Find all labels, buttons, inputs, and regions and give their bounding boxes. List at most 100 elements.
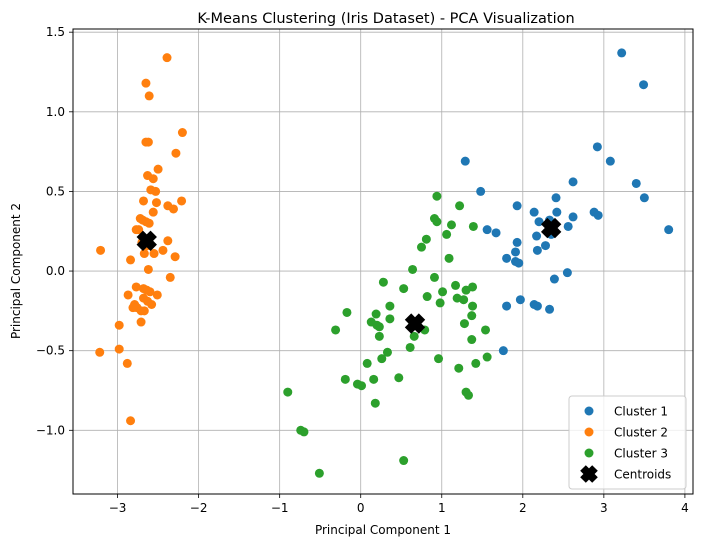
y-tick-label: 0.5 [46, 184, 65, 198]
cluster-3-point [464, 390, 474, 400]
centroid-marker [404, 313, 426, 334]
cluster-1-point [532, 301, 542, 311]
cluster-3-point [435, 298, 445, 308]
legend-label: Cluster 2 [614, 426, 668, 440]
x-tick-label: 3 [600, 501, 608, 515]
cluster-3-point [405, 342, 415, 352]
cluster-1-point [515, 295, 525, 305]
cluster-3-point [481, 325, 491, 335]
cluster-1-point [593, 210, 603, 220]
cluster-2-point [114, 344, 124, 354]
x-axis: −3 −2 −1 0 1 2 3 4 [109, 494, 689, 515]
cluster-2-point [122, 358, 132, 368]
cluster-1-point [551, 193, 561, 203]
y-axis-title: Principal Component 2 [9, 203, 23, 339]
cluster-1-point [639, 80, 649, 90]
centroid-marker [136, 230, 157, 251]
legend-label: Centroids [614, 468, 671, 482]
cluster-3-point [340, 374, 350, 384]
cluster-2-point [151, 198, 161, 208]
cluster-1-point [568, 177, 578, 187]
centroid-markers [136, 217, 562, 334]
cluster-3-point [467, 335, 477, 345]
legend-box [568, 395, 687, 490]
x-tick-label: 1 [438, 501, 446, 515]
cluster-3-point [434, 354, 444, 364]
cluster-2-point [153, 164, 163, 174]
cluster-1-point [491, 228, 501, 238]
cluster-1-point [532, 231, 542, 241]
cluster-2-point [96, 245, 106, 255]
cluster-2-point [139, 196, 149, 206]
cluster-3-point [371, 309, 381, 319]
cluster-3-point [409, 331, 419, 341]
cluster-2-point [177, 128, 187, 138]
cluster-3-point [451, 280, 461, 290]
cluster-2-point [151, 186, 161, 196]
cluster-2-point [128, 303, 138, 313]
cluster-1-point [562, 268, 572, 278]
cluster-1-point [631, 178, 641, 188]
cluster-1-point [592, 142, 602, 152]
cluster-1-point [568, 212, 578, 222]
cluster-2-point [114, 320, 124, 330]
cluster-3-point [438, 287, 448, 297]
cluster-3-point [459, 319, 469, 329]
cluster-2-point [136, 317, 146, 327]
x-axis-title: Principal Component 1 [315, 523, 451, 537]
x-tick-label: 0 [357, 501, 365, 515]
y-tick-label: 0.0 [46, 264, 65, 278]
cluster-3-point [468, 301, 478, 311]
cluster-1-point [502, 301, 512, 311]
cluster-3-point [455, 201, 465, 211]
y-tick-label: −0.5 [36, 344, 65, 358]
cluster-3-point [459, 295, 469, 305]
cluster-3-point [342, 307, 352, 317]
cluster-3-point [468, 221, 478, 231]
legend-marker [584, 448, 594, 458]
x-tick-label: 4 [681, 501, 689, 515]
cluster-3-point [369, 374, 379, 384]
cluster-3-point [283, 387, 293, 397]
cluster-3-point [429, 272, 439, 282]
cluster-3-point [374, 331, 384, 341]
cluster-1-point [482, 225, 492, 235]
cluster-1-point [514, 258, 524, 268]
legend-marker [584, 406, 594, 416]
x-tick-label: 2 [519, 501, 527, 515]
chart-title: K-Means Clustering (Iris Dataset) - PCA … [197, 11, 574, 27]
cluster-3-point [385, 314, 395, 324]
cluster-3-point [394, 373, 404, 383]
plot-frame [72, 28, 694, 495]
cluster-2-point [163, 236, 173, 246]
cluster-2-point [147, 299, 157, 309]
cluster-1-point [549, 274, 559, 284]
cluster-1-point [540, 241, 550, 251]
cluster-3-point [357, 381, 367, 391]
cluster-3-point [432, 191, 442, 201]
cluster-2-point [170, 252, 180, 262]
cluster-2-point [144, 91, 154, 101]
cluster-2-point [143, 264, 153, 274]
legend-marker [584, 427, 594, 437]
cluster-1-point [545, 304, 555, 314]
legend-marker [580, 465, 598, 483]
cluster-2-point [131, 282, 141, 292]
cluster-2-point [134, 225, 144, 235]
cluster-2-point [126, 255, 136, 265]
cluster-3-point [454, 363, 464, 373]
centroid-marker [540, 217, 562, 239]
cluster-1-point [532, 245, 542, 255]
cluster-2-point [162, 53, 172, 63]
cluster-3-point [385, 301, 395, 311]
cluster-3-point [461, 285, 471, 295]
cluster-3-point [377, 354, 387, 364]
cluster-3-point [471, 358, 481, 368]
cluster-2-point [148, 207, 158, 217]
cluster-3-point [442, 229, 452, 239]
cluster-3-point [382, 347, 392, 357]
cluster-1-point [664, 225, 674, 235]
x-tick-label: −3 [109, 501, 127, 515]
cluster-2-point [95, 347, 105, 357]
cluster-3-point [421, 234, 431, 244]
